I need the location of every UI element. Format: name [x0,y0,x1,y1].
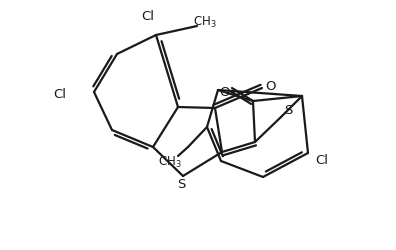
Text: Cl: Cl [141,10,154,22]
Text: Cl: Cl [53,88,67,102]
Text: CH$_3$: CH$_3$ [158,154,182,170]
Text: O: O [219,86,229,98]
Text: O: O [266,80,276,92]
Text: S: S [284,104,292,117]
Text: S: S [177,178,185,190]
Text: CH$_3$: CH$_3$ [193,14,217,30]
Text: Cl: Cl [316,154,329,168]
